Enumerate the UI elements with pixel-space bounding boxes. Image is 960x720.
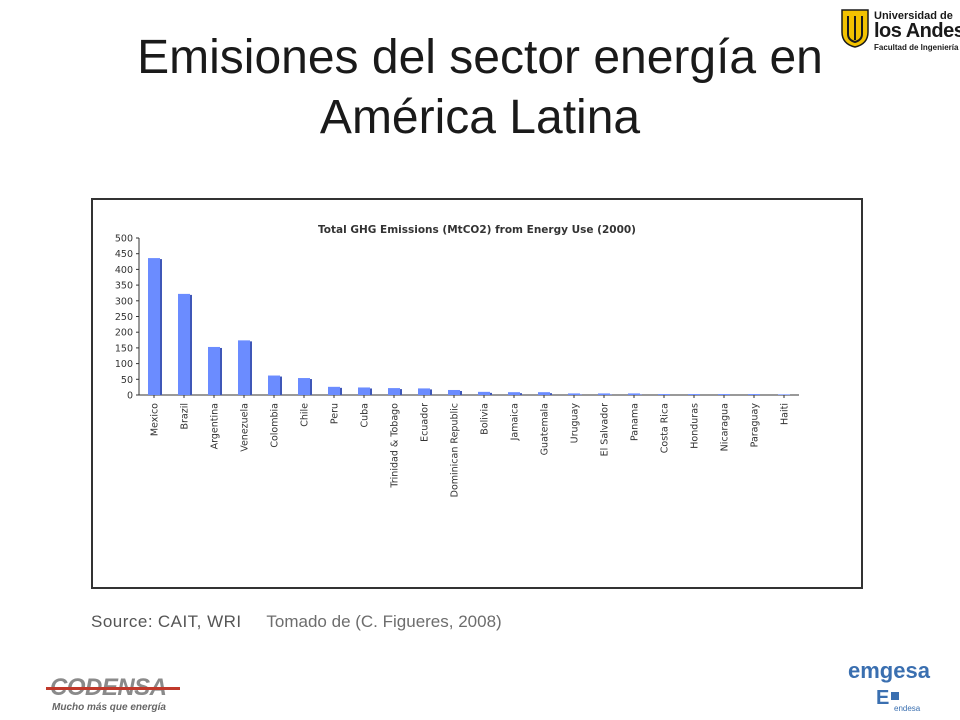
y-tick-label: 50 <box>121 375 133 386</box>
bar-panama <box>628 393 640 395</box>
bar-uruguay <box>568 393 580 395</box>
bar-costa-rica <box>658 394 670 395</box>
source-value: CAIT, WRI <box>157 612 242 631</box>
x-tick-label: Brazil <box>180 403 191 430</box>
shield-icon <box>841 9 869 48</box>
bar-el-salvador <box>598 393 610 395</box>
codensa-logo: CODENSA Mucho más que energía <box>44 672 184 716</box>
bar-haiti <box>778 394 790 395</box>
chart-title: Total GHG Emissions (MtCO2) from Energy … <box>318 224 636 236</box>
title-line-1: Emisiones del sector energía en <box>137 31 823 84</box>
x-tick-label: Argentina <box>210 403 221 449</box>
slide-title: Emisiones del sector energía en América … <box>60 28 900 148</box>
x-tick-label: Costa Rica <box>660 403 671 453</box>
x-tick-label: Trinidad & Tobago <box>390 403 401 489</box>
bar-chile <box>298 378 310 395</box>
endesa-mark-icon: E <box>876 687 899 706</box>
bar-paraguay <box>748 394 760 395</box>
x-tick-label: Jamaica <box>510 403 521 441</box>
x-tick-label: Ecuador <box>420 403 431 442</box>
bar-trinidad-tobago <box>388 388 400 395</box>
bar-honduras <box>688 394 700 395</box>
x-tick-label: Mexico <box>150 403 161 436</box>
x-tick-label: Panama <box>630 403 641 441</box>
x-tick-label: Nicaragua <box>720 403 731 451</box>
citation: Tomado de (C. Figueres, 2008) <box>266 612 502 631</box>
source-line: Source: CAIT, WRI Tomado de (C. Figueres… <box>91 612 502 632</box>
bar-guatemala <box>538 392 550 395</box>
emissions-bar-chart: Total GHG Emissions (MtCO2) from Energy … <box>115 224 799 497</box>
bar-venezuela <box>238 340 250 395</box>
bar-brazil <box>178 293 190 395</box>
bar-bolivia <box>478 391 490 395</box>
y-tick-label: 350 <box>115 281 133 292</box>
x-tick-label: Paraguay <box>750 403 761 448</box>
x-tick-label: Peru <box>330 403 341 424</box>
university-faculty: Facultad de Ingeniería <box>874 43 959 52</box>
x-tick-label: Colombia <box>270 403 281 448</box>
y-tick-label: 100 <box>115 359 133 370</box>
svg-text:E: E <box>876 687 889 706</box>
y-tick-label: 200 <box>115 328 133 339</box>
title-line-2: América Latina <box>319 91 641 144</box>
y-tick-label: 500 <box>115 234 133 245</box>
emgesa-logo: emgesa E endesa <box>848 658 930 718</box>
x-tick-label: Cuba <box>360 403 371 428</box>
y-tick-label: 0 <box>127 391 133 402</box>
bar-argentina <box>208 346 220 395</box>
bar-mexico <box>148 258 160 395</box>
x-tick-label: Chile <box>300 403 311 427</box>
bar-jamaica <box>508 392 520 395</box>
x-tick-label: Dominican Republic <box>450 403 461 497</box>
bar-ecuador <box>418 388 430 395</box>
x-tick-label: Honduras <box>690 403 701 449</box>
emgesa-subtitle: endesa <box>894 704 921 713</box>
codensa-stripe <box>46 687 180 690</box>
codensa-tagline: Mucho más que energía <box>52 702 166 713</box>
source-label: Source: <box>91 612 154 631</box>
y-tick-label: 450 <box>115 249 133 260</box>
x-tick-label: Uruguay <box>570 403 581 444</box>
y-tick-label: 150 <box>115 343 133 354</box>
bar-nicaragua <box>718 394 730 395</box>
bar-dominican-republic <box>448 389 460 395</box>
university-name-line-1: Universidad de <box>874 10 953 22</box>
x-tick-label: Guatemala <box>540 403 551 455</box>
y-tick-label: 400 <box>115 265 133 276</box>
emgesa-wordmark: emgesa <box>848 658 930 683</box>
bar-cuba <box>358 387 370 395</box>
x-tick-label: El Salvador <box>600 403 611 456</box>
university-name-line-2: los Andes <box>874 20 960 42</box>
y-tick-label: 300 <box>115 296 133 307</box>
y-tick-label: 250 <box>115 312 133 323</box>
bar-peru <box>328 386 340 395</box>
x-tick-label: Bolivia <box>480 403 491 435</box>
x-tick-label: Venezuela <box>240 403 251 452</box>
chart-frame: Total GHG Emissions (MtCO2) from Energy … <box>91 198 863 589</box>
bar-colombia <box>268 375 280 395</box>
universidad-de-los-andes-logo: Universidad de los Andes Facultad de Ing… <box>838 6 960 62</box>
x-tick-label: Haiti <box>780 403 791 425</box>
